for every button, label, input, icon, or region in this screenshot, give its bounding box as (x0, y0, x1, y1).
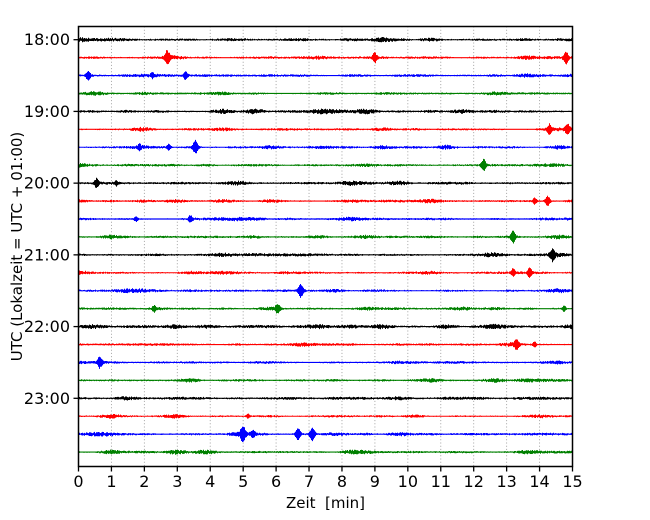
trace-22-45 (78, 378, 573, 383)
x-tick-label: 6 (271, 472, 281, 491)
y-tick-label: 23:00 (24, 389, 70, 408)
trace-19-15 (78, 123, 573, 135)
trace-21-15 (78, 267, 573, 278)
y-tick-label: 22:00 (24, 317, 70, 336)
x-tick-label: 5 (238, 472, 248, 491)
x-tick-label: 9 (370, 472, 380, 491)
trace-18-00 (78, 37, 573, 43)
trace-21-00 (78, 248, 573, 263)
trace-20-45 (78, 230, 573, 244)
x-tick-label: 0 (73, 472, 83, 491)
trace-22-00 (78, 323, 573, 330)
trace-23-30 (78, 426, 573, 442)
x-tick-label: 12 (464, 472, 484, 491)
x-tick-label: 4 (205, 472, 215, 491)
tick-layer (73, 39, 574, 472)
y-tick-label: 20:00 (24, 174, 70, 193)
y-tick-label: 21:00 (24, 245, 70, 264)
trace-19-30 (78, 139, 573, 154)
trace-20-00 (78, 177, 573, 188)
x-tick-label: 7 (304, 472, 314, 491)
x-tick-label: 10 (398, 472, 418, 491)
trace-18-30 (78, 71, 573, 81)
trace-18-45 (78, 91, 573, 96)
trace-21-45 (78, 304, 573, 314)
trace-21-30 (78, 284, 573, 298)
trace-19-00 (78, 108, 573, 115)
trace-20-15 (78, 195, 573, 206)
plot-frame (77, 25, 574, 468)
x-axis-label: Zeit [min] (286, 494, 365, 512)
y-tick-label: 19:00 (24, 102, 70, 121)
trace-layer (78, 37, 573, 455)
y-axis-label: UTC (Lokalzeit = UTC + 01:00) (8, 132, 26, 362)
trace-19-45 (78, 158, 573, 171)
axes-frame (77, 25, 574, 468)
trace-23-45 (78, 449, 573, 455)
x-tick-label: 11 (431, 472, 451, 491)
trace-23-15 (78, 413, 573, 419)
trace-22-15 (78, 339, 573, 350)
trace-20-30 (78, 215, 573, 223)
y-tick-label: 18:00 (24, 30, 70, 49)
trace-23-00 (78, 396, 573, 401)
x-tick-label: 1 (106, 472, 116, 491)
x-tick-label: 13 (496, 472, 516, 491)
tick-label-layer: 0 1 2 3 4 5 6 7 8 9 10 11 12 13 14 1518:0019:0020:0021:… (24, 30, 583, 491)
x-tick-label: 3 (172, 472, 182, 491)
x-tick-label: 8 (337, 472, 347, 491)
trace-22-30 (78, 356, 573, 369)
trace-18-15 (78, 50, 573, 65)
x-tick-label: 14 (529, 472, 549, 491)
x-tick-label: 15 (562, 472, 582, 491)
x-tick-label: 2 (139, 472, 149, 491)
